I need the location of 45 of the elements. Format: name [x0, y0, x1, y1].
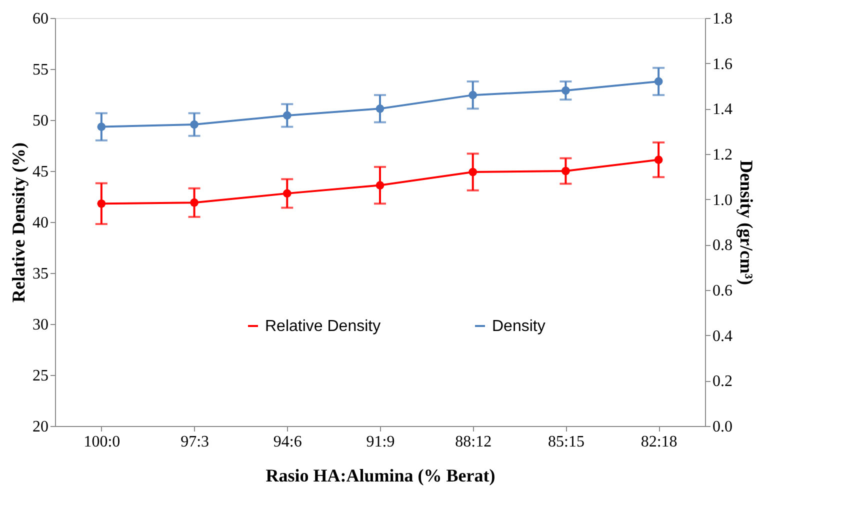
y-tick-label: 55: [32, 62, 48, 78]
x-tick-label: 94:6: [273, 434, 302, 450]
point: [468, 168, 478, 176]
point: [654, 77, 663, 86]
x-tick-label: 91:9: [366, 434, 395, 450]
point: [562, 86, 570, 95]
y-tick-label: 20: [32, 418, 48, 436]
point: [654, 156, 663, 164]
point: [376, 181, 384, 190]
x-tick-label: 88:12: [455, 434, 492, 450]
x-tick-label: 82:18: [640, 434, 678, 450]
y2-tick-label: 0.2: [712, 373, 732, 390]
y2-tick-label: 1.4: [712, 101, 732, 118]
y-tick-label: 45: [32, 164, 48, 180]
point: [190, 198, 198, 207]
y2-tick-label: 1.8: [712, 10, 732, 28]
x-tick-label: 97:3: [180, 434, 210, 450]
x-axis-title: Rasio HA:Alumina (% Berat): [266, 466, 496, 486]
y-tick-label: 40: [32, 214, 48, 232]
x-tick-label: 100:0: [84, 434, 120, 450]
y2-tick-label: 1.0: [712, 192, 732, 209]
point: [468, 90, 478, 100]
point: [376, 104, 384, 113]
y-tick-label: 35: [32, 266, 48, 282]
legend-label: Relative Density: [265, 318, 381, 335]
y-tick-label: 30: [32, 316, 48, 334]
y2-tick-label: 1.6: [712, 56, 732, 73]
legend-label: Density: [492, 318, 546, 335]
point: [97, 199, 106, 208]
y2-tick-label: 0.6: [712, 282, 732, 300]
y2-axis-title: Density (gr/cm³): [736, 160, 756, 285]
y2-tick-label: 0.4: [712, 328, 732, 345]
point: [562, 166, 570, 176]
point: [282, 189, 292, 198]
y2-tick-label: 0.0: [712, 418, 732, 436]
y2-tick-label: 0.8: [712, 237, 732, 254]
y-tick-label: 50: [32, 112, 48, 130]
x-tick-label: 85:15: [548, 434, 584, 450]
y-tick-label: 25: [32, 368, 48, 384]
point: [282, 111, 292, 120]
point: [97, 122, 106, 131]
y2-tick-label: 1.2: [712, 146, 732, 164]
y-axis-title: Relative Density (%): [8, 142, 28, 302]
point: [190, 120, 198, 129]
y-tick-label: 60: [32, 10, 48, 28]
